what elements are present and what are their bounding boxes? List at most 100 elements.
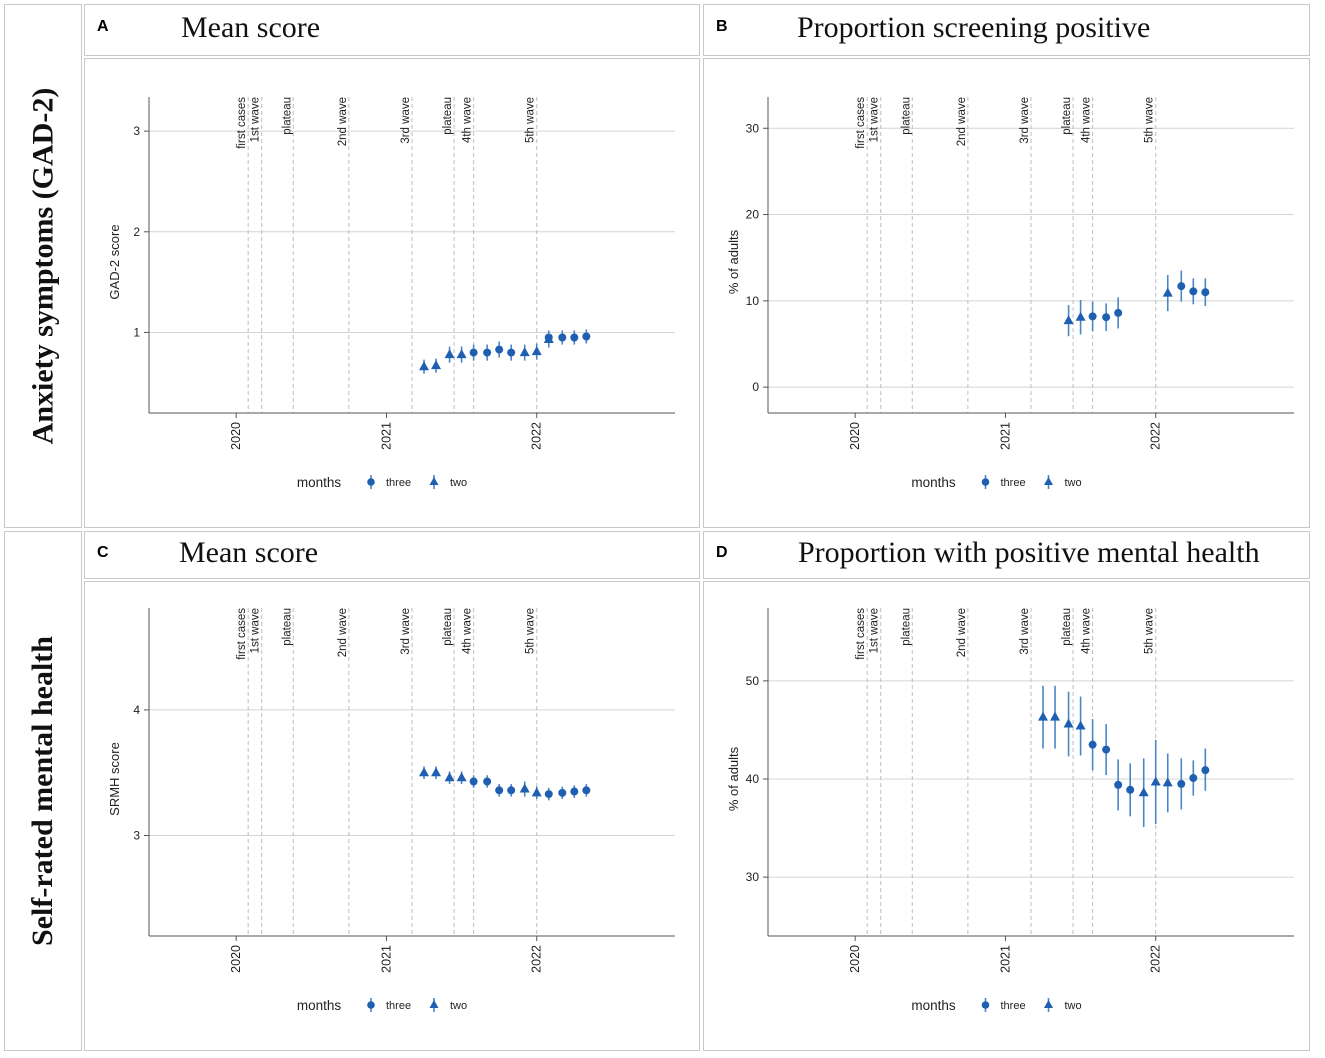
y-tick-label: 1 — [133, 325, 140, 339]
data-point-two — [519, 347, 530, 357]
legend-label-three: three — [1001, 1000, 1026, 1012]
data-point-three — [570, 787, 579, 796]
data-point-two — [531, 787, 542, 797]
data-point-three — [1088, 312, 1097, 321]
event-label: 5th wave — [525, 608, 537, 654]
y-tick-label: 3 — [133, 829, 140, 843]
data-point-three — [570, 333, 579, 342]
event-label: plateau — [281, 97, 293, 135]
data-point-three — [1114, 780, 1123, 789]
data-point-three — [507, 348, 516, 357]
data-point-three — [1088, 740, 1097, 749]
legend-label-two: two — [1065, 477, 1082, 489]
legend-title: months — [297, 998, 342, 1013]
legend-label-three: three — [386, 1000, 411, 1012]
data-point-three — [582, 786, 591, 795]
row-label-anxiety: Anxiety symptoms (GAD-2) — [26, 87, 60, 445]
y-axis-title: SRMH score — [107, 742, 122, 816]
event-label: 2nd wave — [337, 97, 349, 146]
legend-marker-three — [981, 478, 990, 486]
x-tick-label: 2020 — [229, 422, 243, 450]
event-label: 3rd wave — [400, 608, 412, 655]
panel-a-header: A Mean score — [84, 4, 700, 56]
data-point-three — [1189, 287, 1198, 296]
event-label: 3rd wave — [400, 97, 412, 144]
event-label: 3rd wave — [1019, 608, 1031, 655]
data-point-three — [1102, 313, 1111, 322]
event-label: 4th wave — [1081, 608, 1093, 654]
legend-title: months — [911, 475, 956, 490]
data-point-two — [444, 772, 455, 782]
event-label: first cases — [236, 608, 248, 660]
legend-label-two: two — [450, 477, 467, 489]
y-tick-label: 3 — [133, 124, 140, 138]
event-label: first cases — [855, 608, 867, 660]
x-tick-label: 2022 — [1149, 945, 1163, 973]
event-label: plateau — [1061, 608, 1073, 646]
data-point-two — [1050, 711, 1061, 721]
x-tick-label: 2020 — [848, 422, 862, 450]
event-label: plateau — [442, 608, 454, 646]
legend-marker-three — [367, 478, 375, 486]
panel-a-chart: 1 2 3 first cases 1st wave plateau 2nd wave 3rd… — [107, 97, 675, 490]
y-tick-label: 20 — [746, 208, 760, 222]
event-label: 2nd wave — [956, 608, 968, 657]
x-tick-label: 2022 — [1149, 422, 1163, 450]
legend-marker-two — [1044, 1000, 1053, 1008]
panel-a-chart-box: 1 2 3 first cases 1st wave plateau 2nd wave 3rd… — [84, 58, 700, 528]
data-point-three — [1102, 745, 1111, 754]
y-tick-label: 40 — [746, 772, 760, 786]
event-label: 1st wave — [869, 97, 881, 142]
panel-c-letter: C — [97, 544, 109, 561]
data-point-two — [1075, 311, 1086, 321]
y-tick-label: 30 — [746, 870, 760, 884]
x-tick-label: 2022 — [530, 422, 544, 450]
x-tick-label: 2020 — [229, 945, 243, 973]
data-point-three — [1126, 785, 1135, 794]
data-point-three — [1201, 288, 1210, 297]
legend-marker-two — [429, 1000, 439, 1008]
data-point-two — [1162, 287, 1173, 297]
data-point-two — [531, 346, 542, 356]
data-point-three — [469, 777, 478, 786]
event-label: 2nd wave — [337, 608, 349, 657]
data-point-two — [1063, 315, 1074, 325]
event-label: 3rd wave — [1019, 97, 1031, 144]
event-label: plateau — [442, 97, 454, 135]
legend-marker-three — [367, 1001, 375, 1009]
data-point-two — [543, 334, 554, 344]
row-label-box-srmh: Self-rated mental health — [4, 531, 82, 1051]
data-point-two — [1138, 787, 1149, 797]
data-point-two — [431, 360, 442, 370]
panel-c-chart-box: 3 4 first cases 1st wave plateau 2nd wave 3rd … — [84, 581, 700, 1051]
panel-d-chart: 30 40 50 first cases 1st wave plateau 2nd wave… — [726, 608, 1294, 1013]
legend-title: months — [911, 998, 956, 1013]
event-label: plateau — [900, 97, 912, 135]
data-point-three — [483, 777, 492, 786]
event-label: plateau — [281, 608, 293, 646]
event-label: 1st wave — [250, 608, 262, 653]
event-label: 2nd wave — [956, 97, 968, 146]
row-label-box-anxiety: Anxiety symptoms (GAD-2) — [4, 4, 82, 528]
data-point-two — [456, 349, 467, 359]
data-point-three — [1114, 308, 1123, 317]
data-point-three — [1177, 282, 1186, 291]
event-label: 4th wave — [1081, 97, 1093, 143]
data-point-two — [431, 767, 442, 777]
row-label-srmh: Self-rated mental health — [26, 636, 60, 946]
x-tick-label: 2022 — [530, 945, 544, 973]
data-point-two — [419, 767, 430, 777]
data-point-two — [1150, 776, 1161, 786]
y-tick-label: 0 — [752, 380, 759, 394]
panel-d-letter: D — [716, 544, 728, 561]
y-axis-title: % of adults — [726, 746, 741, 811]
y-tick-label: 4 — [133, 703, 140, 717]
event-label: 5th wave — [1144, 97, 1156, 143]
data-point-two — [1075, 720, 1086, 730]
data-point-two — [419, 361, 430, 371]
event-label: 1st wave — [250, 97, 262, 142]
panel-b-title: Proportion screening positive — [797, 11, 1151, 44]
y-tick-label: 30 — [746, 121, 760, 135]
data-point-three — [582, 332, 591, 341]
data-point-two — [1038, 711, 1049, 721]
